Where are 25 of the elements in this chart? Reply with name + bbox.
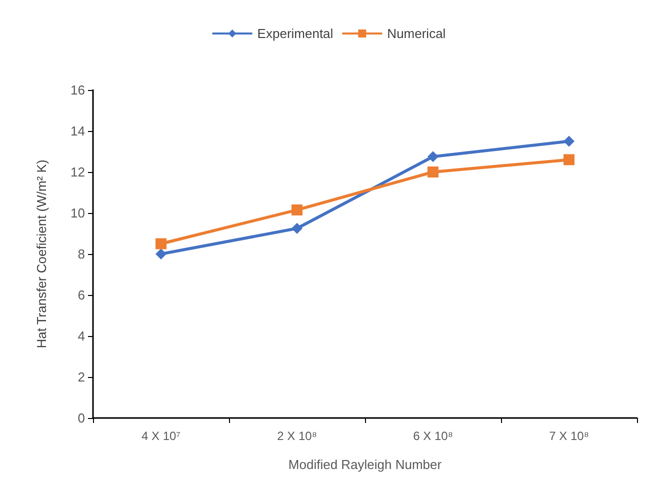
point xyxy=(292,222,302,234)
y-tick-label: 2 xyxy=(78,370,85,384)
point xyxy=(156,248,166,260)
point xyxy=(428,151,438,162)
x-tick-label: 4 X 10⁷ xyxy=(141,429,181,443)
point xyxy=(564,136,574,147)
point xyxy=(564,154,574,166)
point xyxy=(292,204,302,216)
legend-label: Numerical xyxy=(387,26,446,41)
x-tick-label: 7 X 10⁸ xyxy=(549,429,589,443)
y-tick-label: 16 xyxy=(70,82,85,98)
x-tick-label: 2 X 10⁸ xyxy=(277,429,317,443)
x-tick-label: 6 X 10⁸ xyxy=(413,429,453,443)
x-axis-title: Modified Rayleigh Number xyxy=(288,457,442,472)
y-tick-label: 0 xyxy=(78,410,85,426)
y-tick-label: 10 xyxy=(70,206,85,220)
point xyxy=(156,238,166,250)
y-tick-label: 8 xyxy=(78,246,85,262)
y-tick-label: 6 xyxy=(78,288,85,302)
y-tick-label: 4 xyxy=(78,328,85,344)
y-axis-title: Hat Transfer Coeficient (W/m² K) xyxy=(34,160,49,348)
y-tick-label: 12 xyxy=(70,164,85,180)
y-tick-label: 14 xyxy=(70,124,85,138)
legend-label: Experimental xyxy=(257,26,334,41)
point xyxy=(428,166,438,178)
